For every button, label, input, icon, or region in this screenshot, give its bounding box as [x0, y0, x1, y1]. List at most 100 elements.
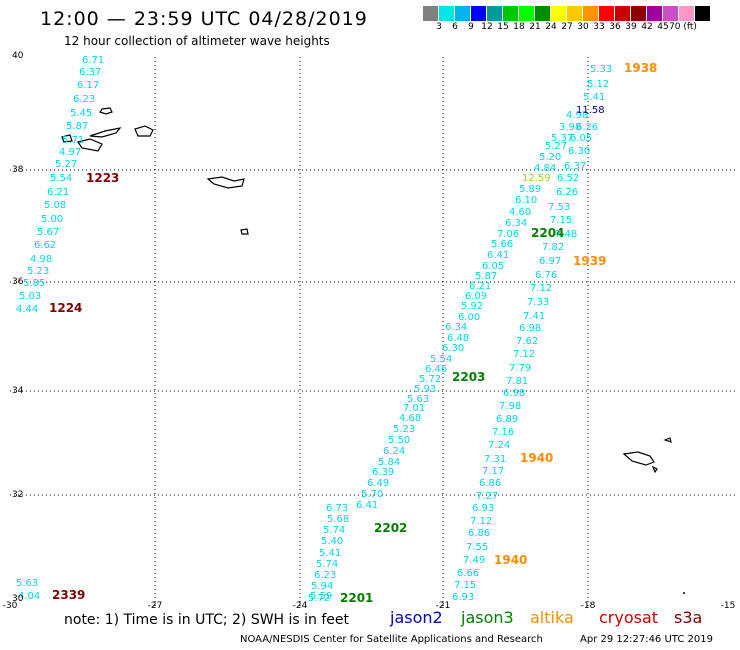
swh-value: 6.30	[442, 343, 464, 354]
lat-label-34: 34	[12, 386, 24, 396]
swh-value: 7.48	[555, 229, 577, 240]
azores-faial-outline	[61, 134, 73, 143]
colorbar-swatch	[423, 6, 439, 21]
lon-label-minus15: -15	[720, 601, 736, 611]
swh-value: 5.87	[475, 271, 497, 282]
swh-value: 5.63	[16, 578, 38, 589]
swh-value: 5.37	[551, 133, 573, 144]
swh-value: 7.12	[470, 516, 492, 527]
lon-label-minus27: -27	[147, 601, 163, 611]
swh-value: 6.93	[472, 503, 494, 514]
colorbar-swatch	[567, 6, 583, 21]
swh-value: 4.97	[59, 147, 81, 158]
swh-value: 6.52	[557, 173, 579, 184]
map-plot-area: 6.71 6.37 6.17 6.23 5.45 5.87 5.71 4.97 5.27 5.54…	[10, 51, 738, 607]
swh-value: 6.41	[487, 250, 509, 261]
swh-value: 4.68	[399, 413, 421, 424]
colorbar-swatch	[535, 6, 551, 21]
swh-value: 5.45	[70, 108, 92, 119]
colorbar-label: 3	[436, 22, 442, 32]
swh-value: 6.86	[468, 528, 490, 539]
lat-label-40: 40	[12, 51, 24, 61]
colorbar-label: 36	[609, 22, 621, 32]
swh-value: 6.89	[496, 414, 518, 425]
swh-value: 5.92	[461, 301, 483, 312]
swh-labels: 6.716.376.176.235.455.875.714.975.275.54…	[16, 55, 657, 605]
swh-value: 5.41	[319, 548, 341, 559]
swh-value: 5.50	[388, 435, 410, 446]
pass-time-label: 2203	[452, 370, 485, 384]
swh-value: 5.74	[323, 525, 345, 536]
swh-value: 6.09	[465, 291, 487, 302]
swh-value: 5.54	[430, 354, 452, 365]
pass-time-label: 2339	[52, 588, 85, 602]
swh-value: 6.23	[314, 570, 336, 581]
colorbar-swatch	[679, 6, 695, 21]
swh-value: 4.84	[534, 163, 556, 174]
azores-saomiguel-outline	[206, 176, 245, 189]
swh-value: 5.27	[55, 159, 77, 170]
pass-time-label: 2202	[374, 521, 407, 535]
swh-value: 6.76	[535, 270, 557, 281]
swh-value: 7.79	[509, 363, 531, 374]
swh-value: 5.03	[19, 291, 41, 302]
map-gridlines	[10, 57, 738, 607]
colorbar-label: 24	[545, 22, 557, 32]
swh-value: 5.70	[361, 489, 383, 500]
swh-value: 12.59	[522, 173, 551, 184]
swh-value: 5.41	[583, 92, 605, 103]
swh-value: 6.46	[425, 364, 447, 375]
swh-value: 6.37	[79, 67, 101, 78]
swh-value: 7.15	[454, 580, 476, 591]
lat-label-36: 36	[12, 277, 24, 287]
swh-value: 5.00	[41, 214, 63, 225]
swh-value: 7.33	[527, 297, 549, 308]
swh-value: 7.53	[548, 202, 570, 213]
swh-value: 6.26	[576, 122, 598, 133]
swh-value: 5.33	[590, 64, 612, 75]
desertas-outline	[651, 465, 658, 474]
swh-colorbar	[423, 6, 711, 21]
swh-value: 4.04	[18, 591, 40, 602]
swh-value: 6.93	[452, 592, 474, 603]
legend-altika: altika	[530, 608, 574, 627]
pass-time-label: 2204	[531, 226, 564, 240]
azores-pico-outline	[77, 138, 103, 152]
swh-value: 6.41	[356, 500, 378, 511]
swh-value: 5.59	[310, 591, 332, 602]
colorbar-label: 70 (ft)	[669, 22, 697, 32]
swh-value: 6.49	[367, 478, 389, 489]
swh-value: 6.05	[482, 261, 504, 272]
swh-value: 6.21	[47, 187, 69, 198]
azores-terceira-outline	[134, 125, 154, 137]
swh-value: 6.86	[479, 478, 501, 489]
colorbar-swatch	[663, 6, 679, 21]
swh-value: 6.98	[503, 388, 525, 399]
pass-time-label: 2201	[340, 591, 373, 605]
lon-label-minus18: -18	[580, 601, 596, 611]
swh-value: 6.66	[457, 568, 479, 579]
swh-value: 7.82	[542, 242, 564, 253]
swh-value: 5.94	[311, 581, 333, 592]
swh-value: 5.66	[491, 239, 513, 250]
portosanto-outline	[663, 437, 672, 443]
map-title: 12:00 — 23:59 UTC 04/28/2019	[40, 8, 368, 30]
swh-value: 6.00	[458, 312, 480, 323]
swh-value: 11.58	[576, 105, 605, 116]
swh-value: 5.67	[37, 227, 59, 238]
colorbar-label: 27	[561, 22, 573, 32]
pass-time-label: 1224	[49, 301, 82, 315]
swh-value: 5.72	[308, 593, 330, 604]
swh-value: 5.87	[66, 121, 88, 132]
colorbar-swatch	[551, 6, 567, 21]
colorbar-swatch	[615, 6, 631, 21]
pass-time-label: 1938	[624, 61, 657, 75]
colorbar-swatch	[503, 6, 519, 21]
swh-value: 5.89	[519, 184, 541, 195]
swh-value: 7.01	[403, 403, 425, 414]
colorbar-swatch	[631, 6, 647, 21]
swh-value: 7.17	[482, 466, 504, 477]
swh-value: 7.12	[513, 349, 535, 360]
azores-flores-outline	[99, 107, 113, 115]
legend-jason3: jason3	[461, 608, 514, 627]
